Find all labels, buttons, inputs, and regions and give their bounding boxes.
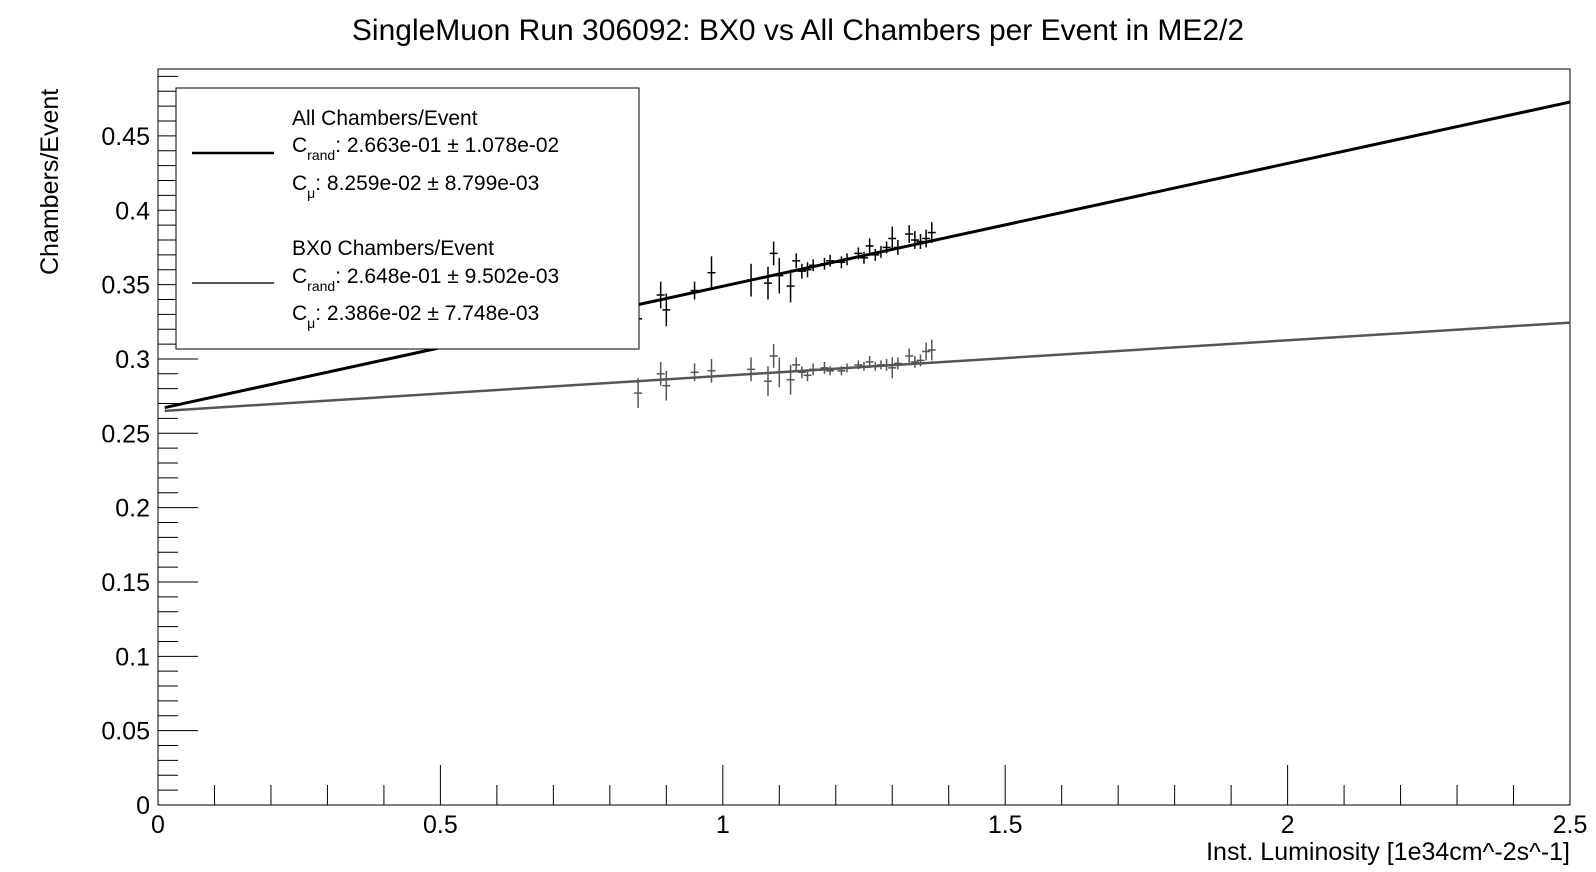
data-point-bx0 [662,370,671,401]
y-tick-label: 0.15 [101,569,150,597]
data-point-all [916,234,925,249]
data-point-all [922,229,931,248]
data-point-all [927,222,936,243]
x-tick-label: 0 [151,811,165,839]
data-point-bx0 [922,342,931,361]
plot-frame [157,68,1571,806]
data-point-bx0 [634,378,643,409]
legend-entry-bx0-crand: Crand: 2.648e-01 ± 9.502e-03 [292,265,559,294]
data-point-all [871,248,880,261]
y-tick-label: 0 [136,792,150,820]
data-point-bx0 [826,366,835,376]
data-point-bx0 [916,354,925,367]
data-point-bx0 [860,361,868,371]
data-point-bx0 [775,357,784,388]
y-tick-label: 0.35 [101,272,150,300]
chart-title: SingleMuon Run 306092: BX0 vs All Chambe… [352,14,1244,47]
data-point-all [775,257,784,294]
data-point-bx0 [837,366,846,376]
x-tick-label: 2.5 [1553,811,1588,839]
data-point-bx0 [690,363,699,382]
y-tick-label: 0.4 [115,197,150,225]
y-tick-label: 0.25 [101,420,150,448]
fit-line-all [164,100,1571,410]
data-point-bx0 [747,357,756,382]
legend-entry-bx0-name: BX0 Chambers/Event [292,237,494,260]
y-tick-label: 0.05 [101,718,150,746]
data-point-bx0 [656,361,665,386]
data-point-all [888,226,897,251]
data-point-bx0 [786,364,795,395]
data-point-all [809,259,818,272]
data-point-all [656,281,665,309]
legend: All Chambers/Event Crand: 2.663e-01 ± 1.… [175,87,640,350]
data-point-bx0 [927,339,936,361]
x-tick-label: 1 [716,811,730,839]
y-tick-label: 0.3 [115,346,150,374]
data-point-all [786,269,795,303]
x-axis: 0 0.5 1 1.5 2 2.5 [151,765,1587,839]
data-point-bx0 [888,357,897,379]
data-point-bx0 [871,361,880,371]
data-point-all [820,257,829,270]
data-point-bx0 [854,360,863,370]
legend-box [175,87,640,350]
data-point-bx0 [905,348,914,364]
x-tick-label: 0.5 [423,811,458,839]
data-point-all [905,225,914,243]
data-points [634,222,936,409]
data-point-bx0 [910,355,919,368]
data-point-bx0 [865,355,874,368]
y-axis-label: Chambers/Event [36,89,64,275]
data-point-all [707,256,716,290]
data-point-all [865,238,874,254]
y-axis: 0 0.05 0.1 0.15 0.2 0.25 0.3 0.35 0.4 0.45 [101,75,198,820]
y-tick-label: 0.45 [101,123,150,151]
data-point-all [826,254,835,267]
data-point-bx0 [843,363,852,373]
x-tick-label: 1.5 [988,811,1023,839]
y-tick-label: 0.2 [115,495,150,523]
x-axis-label: Inst. Luminosity [1e34cm^-2s^-1] [1206,838,1570,866]
data-point-all [747,263,756,297]
data-point-bx0 [707,358,716,383]
data-point-bx0 [809,363,818,376]
data-point-bx0 [882,358,891,371]
data-point-all [860,251,868,264]
data-point-all [763,266,772,300]
data-point-all [797,263,806,279]
data-point-all [843,253,852,266]
legend-entry-all-name: All Chambers/Event [292,107,478,130]
data-point-all [690,281,699,300]
data-point-bx0 [769,344,778,368]
y-tick-label: 0.1 [115,643,150,671]
data-point-all [792,253,801,269]
x-tick-label: 2 [1281,811,1295,839]
data-point-bx0 [797,366,806,379]
data-point-bx0 [803,369,812,382]
data-point-all [769,241,778,266]
data-point-bx0 [820,361,829,374]
data-point-all [882,241,891,254]
data-point-bx0 [893,357,902,370]
data-point-all [837,256,846,269]
data-point-all [854,247,863,260]
data-point-all [803,262,812,278]
legend-entry-all-cmu: Cμ: 8.259e-02 ± 8.799e-03 [292,172,539,201]
data-point-all [910,231,919,249]
data-point-all [893,239,902,255]
legend-entry-all-crand: Crand: 2.663e-01 ± 1.078e-02 [292,134,559,163]
data-point-all [876,245,885,258]
data-point-bx0 [792,357,801,373]
data-point-bx0 [763,366,772,397]
legend-entry-bx0-cmu: Cμ: 2.386e-02 ± 7.748e-03 [292,302,539,331]
data-point-all [662,293,671,327]
